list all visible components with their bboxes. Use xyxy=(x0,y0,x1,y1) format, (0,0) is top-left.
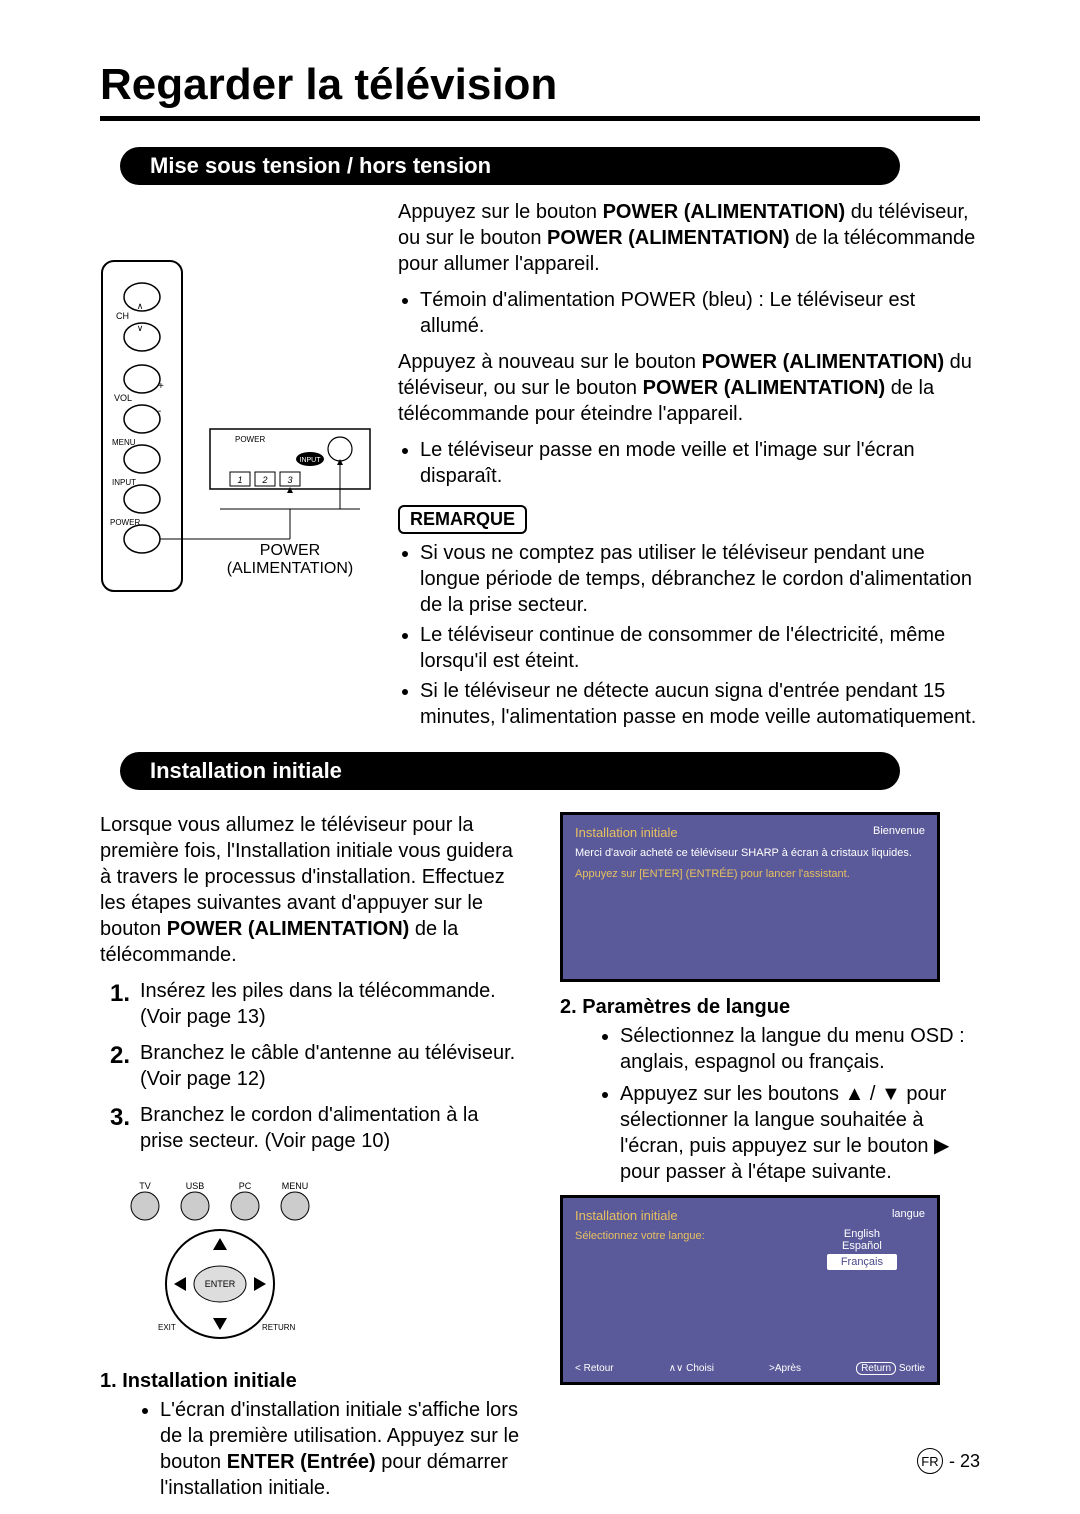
lang-badge: FR xyxy=(917,1448,943,1474)
svg-text:USB: USB xyxy=(186,1181,205,1191)
svg-text:INPUT: INPUT xyxy=(112,478,136,487)
svg-text:∨: ∨ xyxy=(137,323,144,333)
step-item: 2.Branchez le câble d'antenne au télévis… xyxy=(110,1040,520,1092)
svg-text:PC: PC xyxy=(239,1181,252,1191)
svg-text:EXIT: EXIT xyxy=(158,1323,176,1332)
svg-text:1: 1 xyxy=(237,475,242,485)
power-section-body: CH ∧ ∨ VOL + - MENU INPUT POWER POWER IN… xyxy=(100,199,980,740)
bullet: Le téléviseur passe en mode veille et l'… xyxy=(420,437,980,489)
page-title: Regarder la télévision xyxy=(100,60,980,121)
svg-text:2: 2 xyxy=(261,475,267,485)
remark-item: Le téléviseur continue de consommer de l… xyxy=(420,622,980,674)
svg-text:POWER: POWER xyxy=(260,542,320,559)
section-header-power: Mise sous tension / hors tension xyxy=(120,147,900,185)
install-section-body: Lorsque vous allumez le téléviseur pour … xyxy=(100,812,980,1507)
sub-bullet: Appuyez sur les boutons ▲ / ▼ pour sélec… xyxy=(620,1081,980,1185)
step-item: 3.Branchez le cordon d'alimentation à la… xyxy=(110,1102,520,1154)
svg-text:MENU: MENU xyxy=(112,438,136,447)
svg-text:ENTER: ENTER xyxy=(205,1279,236,1289)
sub-bullet: L'écran d'installation initiale s'affich… xyxy=(160,1397,520,1501)
sub-heading-2: 2. Paramètres de langue xyxy=(560,996,980,1019)
step-item: 1.Insérez les piles dans la télécommande… xyxy=(110,978,520,1030)
svg-text:VOL: VOL xyxy=(114,393,132,403)
osd-language-screen: Installation initiale langue Sélectionne… xyxy=(560,1195,940,1385)
sub-heading-1: 1. Installation initiale xyxy=(100,1370,520,1393)
svg-text:MENU: MENU xyxy=(282,1181,309,1191)
sub-bullet: Sélectionnez la langue du menu OSD : ang… xyxy=(620,1023,980,1075)
svg-text:3: 3 xyxy=(287,475,292,485)
remark-item: Si vous ne comptez pas utiliser le télév… xyxy=(420,540,980,618)
power-text: Appuyez sur le bouton POWER (ALIMENTATIO… xyxy=(398,199,980,740)
section-header-install: Installation initiale xyxy=(120,752,900,790)
left-column: Lorsque vous allumez le téléviseur pour … xyxy=(100,812,520,1507)
remark-item: Si le téléviseur ne détecte aucun signa … xyxy=(420,678,980,730)
svg-text:TV: TV xyxy=(139,1181,151,1191)
svg-text:RETURN: RETURN xyxy=(262,1323,296,1332)
svg-text:(ALIMENTATION): (ALIMENTATION) xyxy=(227,560,354,577)
page-footer: FR - 23 xyxy=(917,1448,980,1474)
svg-text:POWER: POWER xyxy=(235,435,265,444)
right-column: Installation initiale Bienvenue Merci d'… xyxy=(560,812,980,1507)
svg-text:+: + xyxy=(158,381,164,392)
svg-text:-: - xyxy=(158,406,161,417)
bullet: Témoin d'alimentation POWER (bleu) : Le … xyxy=(420,287,980,339)
osd-welcome-screen: Installation initiale Bienvenue Merci d'… xyxy=(560,812,940,982)
svg-text:INPUT: INPUT xyxy=(300,457,322,464)
remark-label: REMARQUE xyxy=(398,505,527,534)
navpad-diagram: TV USB PC MENU ENTER EXIT RETURN xyxy=(120,1174,320,1344)
remote-diagram: CH ∧ ∨ VOL + - MENU INPUT POWER POWER IN… xyxy=(100,259,380,740)
svg-text:∧: ∧ xyxy=(137,301,144,311)
svg-text:CH: CH xyxy=(116,311,129,321)
svg-text:POWER: POWER xyxy=(110,518,140,527)
